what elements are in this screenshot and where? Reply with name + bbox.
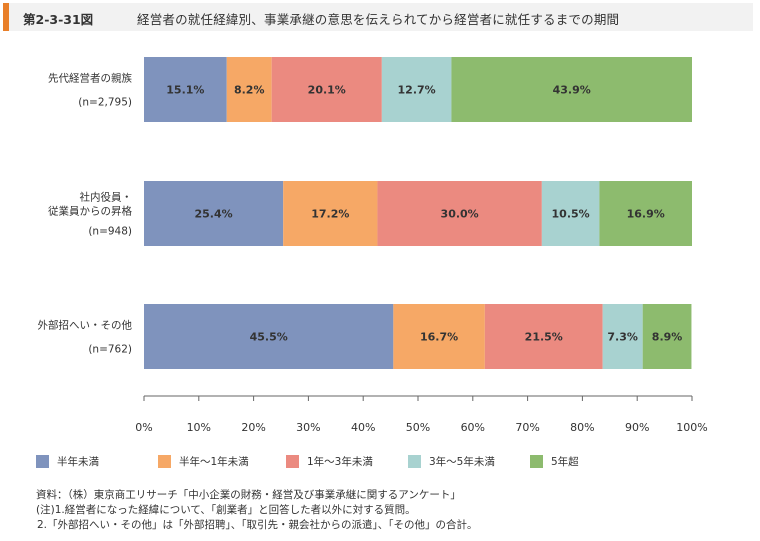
x-tick-label: 80% xyxy=(570,421,594,434)
x-tick-label: 10% xyxy=(187,421,211,434)
data-label: 16.9% xyxy=(627,208,665,221)
note-2: 2.「外部招へい・その他」は「外部招聘」、「取引先・親会社からの派遣」、「その他… xyxy=(37,519,478,531)
legend-swatch xyxy=(286,455,299,468)
figure-header: 第2-3-31図 経営者の就任経緯別、事業承継の意思を伝えられてから経営者に就任… xyxy=(3,3,753,31)
legend-swatch xyxy=(530,455,543,468)
category-n-label: (n=948) xyxy=(88,226,132,238)
category-n-label: (n=762) xyxy=(88,344,132,356)
category-label: 外部招へい・その他 xyxy=(38,319,133,332)
x-tick-label: 0% xyxy=(135,421,152,434)
x-tick-label: 50% xyxy=(406,421,430,434)
legend-swatch xyxy=(36,455,49,468)
data-label: 25.4% xyxy=(195,208,233,221)
data-label: 45.5% xyxy=(250,331,288,344)
data-label: 7.3% xyxy=(607,331,638,344)
bar-segment xyxy=(283,181,378,246)
data-label: 16.7% xyxy=(420,331,458,344)
data-label: 21.5% xyxy=(525,331,563,344)
data-label: 8.9% xyxy=(652,331,683,344)
data-label: 30.0% xyxy=(441,208,479,221)
bar-segment xyxy=(642,304,692,369)
category-label: 従業員からの昇格 xyxy=(48,205,132,218)
bar-segment xyxy=(484,304,603,369)
x-tick-label: 20% xyxy=(241,421,265,434)
x-tick-label: 60% xyxy=(461,421,485,434)
chart-notes: 資料：（株）東京商工リサーチ「中小企業の財務・経営及び事業承継に関するアンケート… xyxy=(36,488,478,533)
category-label: 社内役員・ xyxy=(80,191,133,204)
bar-segment xyxy=(602,304,643,369)
bar-segment xyxy=(144,304,394,369)
data-label: 43.9% xyxy=(553,84,591,97)
bar-segment xyxy=(599,181,692,246)
legend-label: 1年〜3年未満 xyxy=(307,455,373,468)
legend-label: 半年〜1年未満 xyxy=(179,455,249,468)
x-tick-label: 40% xyxy=(351,421,375,434)
bar-segment xyxy=(541,181,600,246)
category-label: 先代経営者の親族 xyxy=(48,72,132,85)
bar-segment xyxy=(144,181,284,246)
bar-segment xyxy=(226,57,272,122)
figure-number: 第2-3-31図 xyxy=(23,12,94,27)
note-1: (注)1.経営者になった経緯について、「創業者」と回答した者以外に対する質問。 xyxy=(36,504,416,516)
x-tick-label: 90% xyxy=(625,421,649,434)
legend-label: 5年超 xyxy=(551,455,579,468)
legend-label: 半年未満 xyxy=(57,455,99,468)
bar-segment xyxy=(144,57,227,122)
figure-title: 経営者の就任経緯別、事業承継の意思を伝えられてから経営者に就任するまでの期間 xyxy=(137,12,620,27)
source-note: 資料：（株）東京商工リサーチ「中小企業の財務・経営及び事業承継に関するアンケート… xyxy=(36,489,461,501)
bar-segment xyxy=(451,57,692,122)
x-tick-label: 100% xyxy=(676,421,707,434)
bar-segment xyxy=(271,57,382,122)
data-label: 17.2% xyxy=(311,208,349,221)
legend-swatch xyxy=(408,455,421,468)
x-tick-label: 30% xyxy=(296,421,320,434)
x-tick-label: 70% xyxy=(515,421,539,434)
data-label: 15.1% xyxy=(166,84,204,97)
data-label: 20.1% xyxy=(308,84,346,97)
bar-segment xyxy=(393,304,485,369)
data-label: 10.5% xyxy=(552,208,590,221)
data-label: 12.7% xyxy=(398,84,436,97)
category-n-label: (n=2,795) xyxy=(78,97,132,109)
data-label: 8.2% xyxy=(234,84,265,97)
bar-segment xyxy=(381,57,452,122)
legend-swatch xyxy=(158,455,171,468)
legend-label: 3年〜5年未満 xyxy=(429,455,495,468)
bar-segment xyxy=(377,181,542,246)
